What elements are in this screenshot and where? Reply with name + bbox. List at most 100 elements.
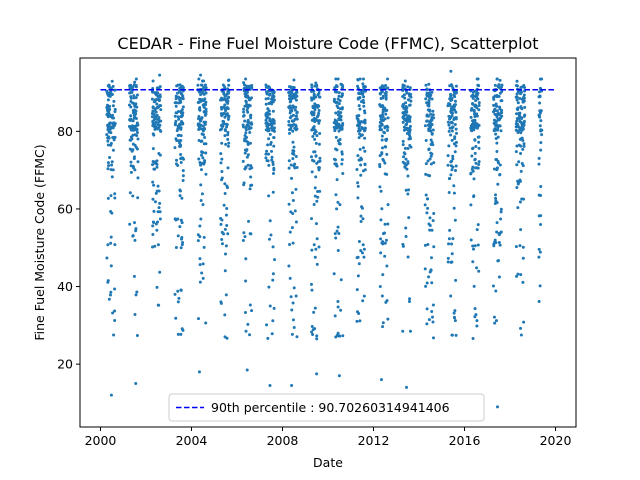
data-point <box>264 152 268 156</box>
data-point <box>451 237 455 241</box>
data-point <box>135 147 139 151</box>
data-point <box>291 151 295 155</box>
data-point <box>449 294 453 298</box>
data-point <box>383 131 387 135</box>
data-point <box>341 334 345 338</box>
data-point <box>516 206 520 210</box>
data-point <box>340 107 344 111</box>
data-point <box>472 177 476 181</box>
data-point <box>292 149 296 153</box>
data-point <box>173 292 177 296</box>
data-point <box>381 240 385 244</box>
data-point <box>408 86 412 90</box>
data-point <box>514 83 518 87</box>
data-point <box>427 318 431 322</box>
data-point <box>204 112 208 116</box>
data-point <box>268 237 272 241</box>
data-point <box>403 79 407 83</box>
data-point <box>151 180 155 184</box>
data-point <box>153 244 157 248</box>
data-point <box>453 309 457 313</box>
data-point <box>312 111 316 115</box>
data-point <box>153 161 157 165</box>
data-point <box>338 203 342 207</box>
data-point <box>409 99 413 103</box>
data-point <box>362 101 366 105</box>
data-point <box>200 271 204 275</box>
data-point <box>314 117 318 121</box>
data-point <box>292 78 296 82</box>
data-point <box>494 289 498 293</box>
data-point <box>335 207 339 211</box>
data-point <box>355 167 359 171</box>
data-point <box>242 83 246 87</box>
data-point <box>157 152 161 156</box>
data-point <box>158 210 162 214</box>
data-point <box>469 128 473 132</box>
data-point <box>157 116 161 120</box>
data-point <box>288 243 292 247</box>
data-point <box>287 85 291 89</box>
data-point <box>384 112 388 116</box>
data-point <box>200 153 204 157</box>
data-point <box>109 241 113 245</box>
data-point <box>132 274 136 278</box>
data-point <box>197 370 201 374</box>
data-point <box>477 163 481 167</box>
data-point <box>449 160 453 164</box>
x-tick-label: 2008 <box>267 433 299 448</box>
data-point <box>446 120 450 124</box>
data-point <box>432 161 436 165</box>
data-point <box>267 109 271 113</box>
data-point <box>199 183 203 187</box>
data-point <box>153 98 157 102</box>
data-point <box>380 146 384 150</box>
data-point <box>429 162 433 166</box>
data-point <box>363 126 367 130</box>
data-point <box>380 138 384 142</box>
data-point <box>476 223 480 227</box>
data-point <box>379 237 383 241</box>
data-point <box>431 128 435 132</box>
data-point <box>153 200 157 204</box>
data-point <box>294 98 298 102</box>
data-point <box>242 110 246 114</box>
data-point <box>150 97 154 101</box>
data-point <box>522 119 526 123</box>
data-point <box>454 110 458 114</box>
data-point <box>493 193 497 197</box>
data-point <box>339 114 343 118</box>
data-point <box>110 175 114 179</box>
data-point <box>477 146 481 150</box>
data-point <box>249 232 253 236</box>
data-point <box>407 137 411 141</box>
data-point <box>266 159 270 163</box>
data-point <box>290 176 294 180</box>
data-point <box>264 118 268 122</box>
data-point <box>287 159 291 163</box>
data-point <box>268 92 272 96</box>
data-point <box>453 316 457 320</box>
data-point <box>381 115 385 119</box>
data-point <box>265 149 269 153</box>
data-point <box>178 225 182 229</box>
data-point <box>472 247 476 251</box>
data-point <box>429 256 433 260</box>
data-point <box>219 161 223 165</box>
data-point <box>272 129 276 133</box>
data-point <box>454 117 458 121</box>
data-point <box>289 163 293 167</box>
data-point <box>109 168 113 172</box>
data-point <box>179 160 183 164</box>
data-point <box>332 157 336 161</box>
data-point <box>521 97 524 101</box>
data-point <box>224 113 228 117</box>
data-point <box>495 109 499 113</box>
data-point <box>179 246 183 250</box>
data-point <box>521 139 525 143</box>
data-point <box>223 182 227 186</box>
data-point <box>157 303 161 307</box>
data-point <box>362 109 366 113</box>
data-point <box>225 125 229 129</box>
data-point <box>135 130 139 134</box>
